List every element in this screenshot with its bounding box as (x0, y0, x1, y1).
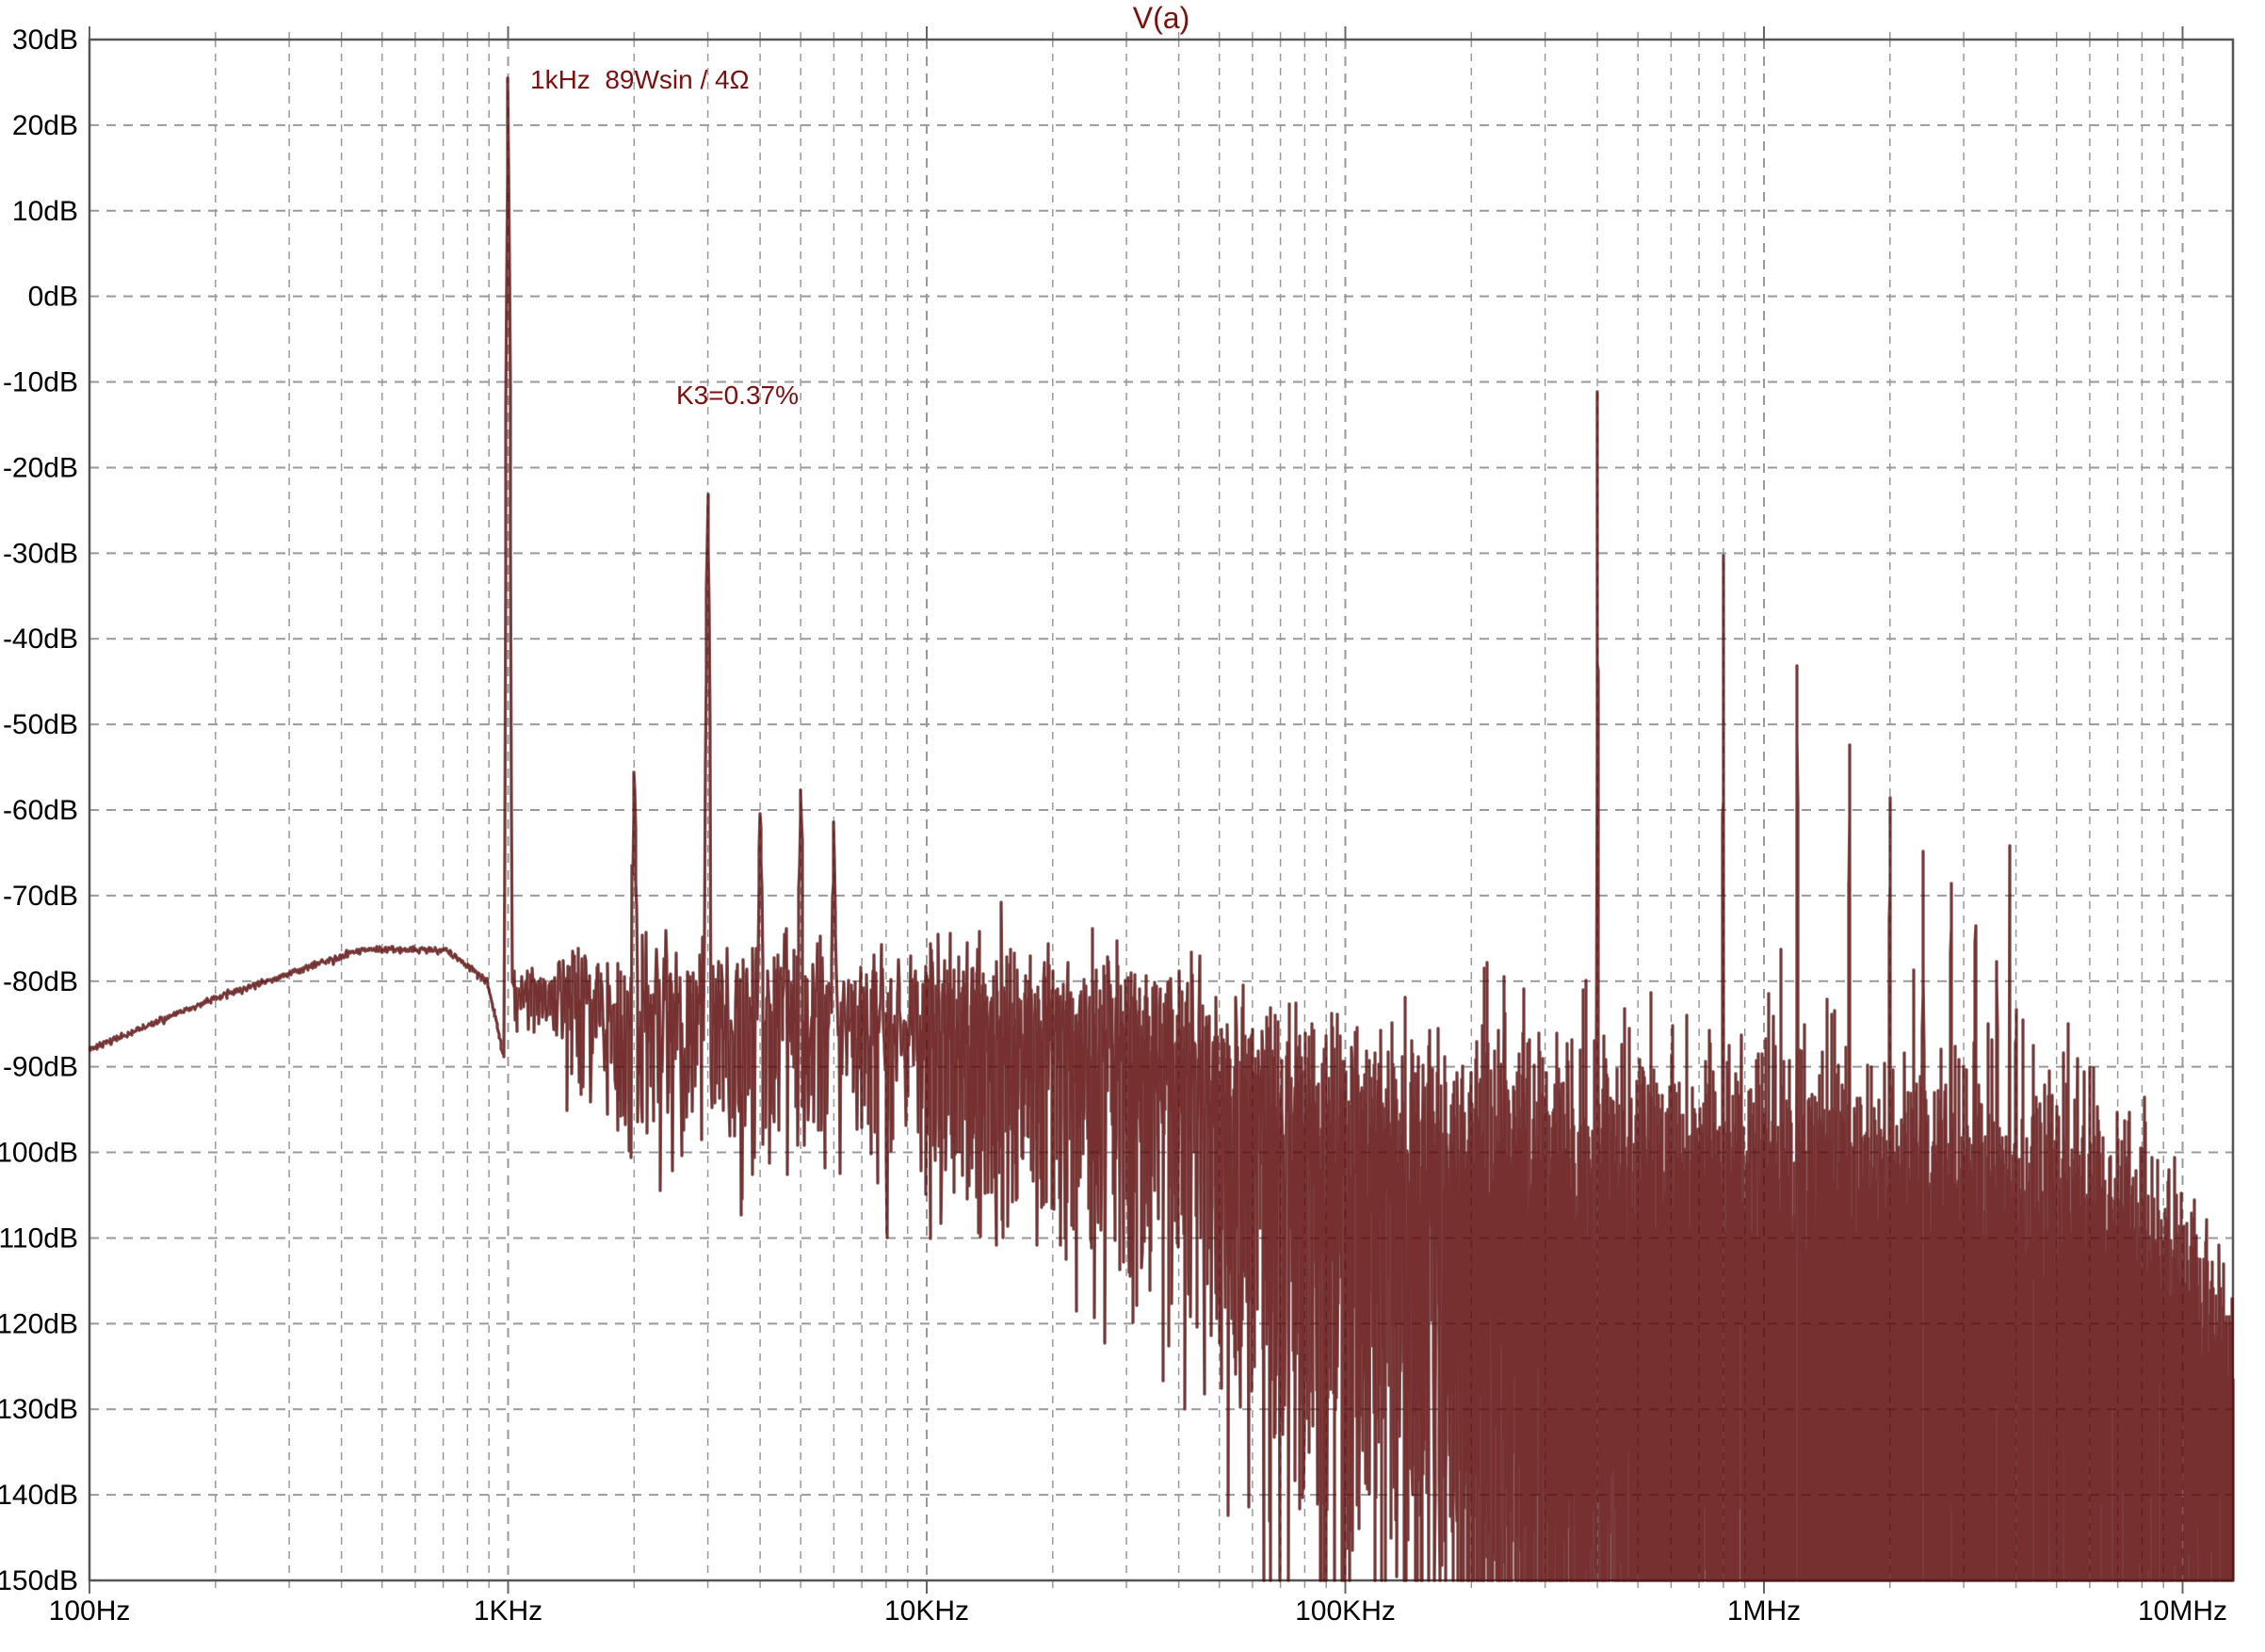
svg-text:0dB: 0dB (28, 282, 78, 313)
svg-text:-120dB: -120dB (0, 1308, 78, 1339)
svg-text:-100dB: -100dB (0, 1138, 78, 1169)
svg-text:-140dB: -140dB (0, 1480, 78, 1511)
svg-text:-150dB: -150dB (0, 1565, 78, 1596)
svg-text:1KHz: 1KHz (474, 1595, 542, 1627)
svg-text:-20dB: -20dB (3, 452, 78, 483)
svg-text:20dB: 20dB (12, 110, 78, 141)
svg-text:30dB: 30dB (12, 24, 78, 56)
svg-text:-90dB: -90dB (3, 1052, 78, 1083)
svg-text:100KHz: 100KHz (1295, 1595, 1396, 1627)
svg-text:1kHz 89Wsin / 4Ω: 1kHz 89Wsin / 4Ω (530, 65, 750, 94)
svg-text:-40dB: -40dB (3, 624, 78, 655)
svg-text:-60dB: -60dB (3, 795, 78, 826)
svg-text:10dB: 10dB (12, 196, 78, 227)
svg-text:-10dB: -10dB (3, 367, 78, 398)
svg-text:10KHz: 10KHz (884, 1595, 969, 1627)
svg-text:-80dB: -80dB (3, 966, 78, 997)
svg-text:-50dB: -50dB (3, 709, 78, 740)
svg-text:1MHz: 1MHz (1727, 1595, 1801, 1627)
svg-text:-130dB: -130dB (0, 1394, 78, 1425)
svg-text:-70dB: -70dB (3, 881, 78, 912)
svg-text:K3=0.37%: K3=0.37% (676, 381, 799, 410)
svg-text:-110dB: -110dB (0, 1223, 78, 1254)
svg-text:100Hz: 100Hz (49, 1595, 131, 1627)
svg-text:-30dB: -30dB (3, 538, 78, 569)
svg-text:V(a): V(a) (1133, 1, 1189, 35)
svg-text:10MHz: 10MHz (2138, 1595, 2227, 1627)
